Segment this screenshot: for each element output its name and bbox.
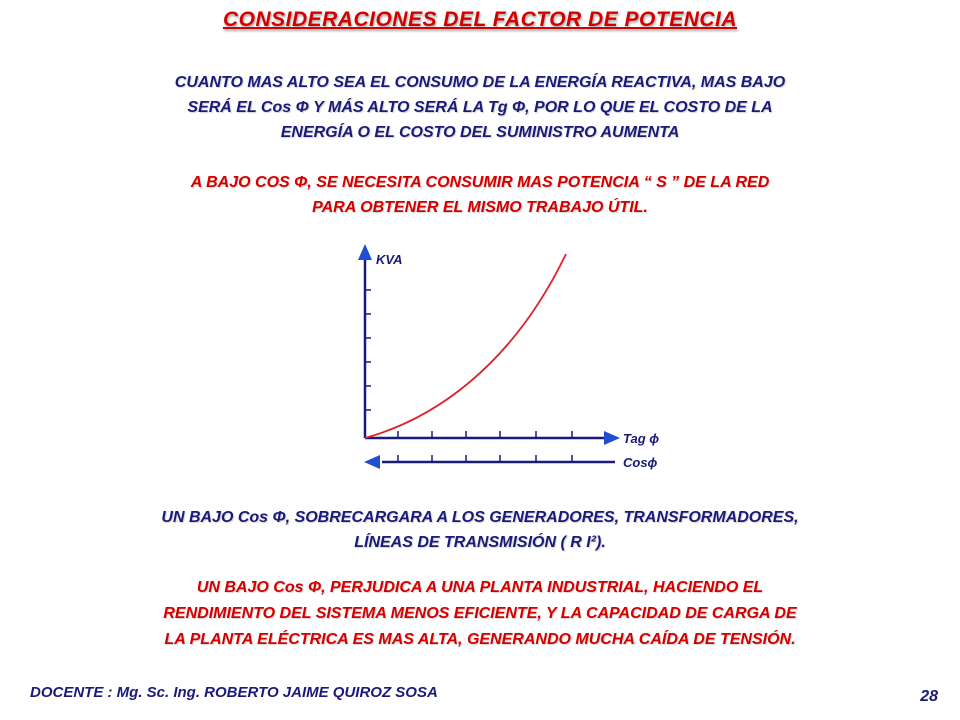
paragraph-line: LA PLANTA ELÉCTRICA ES MAS ALTA, GENERAN… — [164, 631, 796, 648]
paragraph-line: UN BAJO Cos Φ, SOBRECARGARA A LOS GENERA… — [161, 509, 799, 526]
paragraph-line: UN BAJO Cos Φ, PERJUDICA A UNA PLANTA IN… — [196, 579, 764, 596]
paragraph-industrial-plant: UN BAJO Cos Φ, PERJUDICA A UNA PLANTA IN… — [25, 575, 935, 653]
paragraph-line: PARA OBTENER EL MISMO TRABAJO ÚTIL. — [312, 199, 648, 216]
y-axis-ticks — [365, 289, 371, 411]
paragraph-line: LÍNEAS DE TRANSMISIÓN ( R I²). — [354, 534, 606, 551]
paragraph-line: SERÁ EL Cos Φ Y MÁS ALTO SERÁ LA Tg Φ, P… — [187, 99, 773, 116]
x-axis-tan-ticks — [397, 431, 573, 438]
paragraph-line: A BAJO COS Φ, SE NECESITA CONSUMIR MAS P… — [190, 174, 770, 191]
x-axis-tan-label: Tag ϕ — [623, 431, 659, 446]
y-axis-label: KVA — [376, 252, 402, 267]
y-axis-arrow-icon — [358, 244, 372, 260]
slide-title: CONSIDERACIONES DEL FACTOR DE POTENCIA — [222, 8, 738, 31]
x-axis-cos-ticks — [397, 455, 573, 462]
paragraph-overload: UN BAJO Cos Φ, SOBRECARGARA A LOS GENERA… — [25, 505, 935, 555]
graph-svg: KVA Tag ϕ Cosϕ — [358, 244, 659, 470]
kva-curve — [364, 253, 567, 439]
x-axis-tan-arrow-icon — [604, 431, 620, 445]
x-axis-cos-arrow-icon — [364, 455, 380, 469]
x-axis-cos-label: Cosϕ — [623, 455, 658, 470]
paragraph-line: ENERGÍA O EL COSTO DEL SUMINISTRO AUMENT… — [280, 124, 680, 141]
page-number: 28 — [920, 688, 938, 705]
paragraph-line: CUANTO MAS ALTO SEA EL CONSUMO DE LA ENE… — [174, 74, 786, 91]
footer-teacher: DOCENTE : Mg. Sc. Ing. ROBERTO JAIME QUI… — [30, 684, 438, 701]
paragraph-line: RENDIMIENTO DEL SISTEMA MENOS EFICIENTE,… — [163, 605, 797, 622]
paragraph-low-cos-power: A BAJO COS Φ, SE NECESITA CONSUMIR MAS P… — [70, 170, 890, 220]
paragraph-reactive-energy: CUANTO MAS ALTO SEA EL CONSUMO DE LA ENE… — [48, 70, 912, 145]
kva-vs-tan-graph: KVA Tag ϕ Cosϕ — [340, 240, 680, 485]
